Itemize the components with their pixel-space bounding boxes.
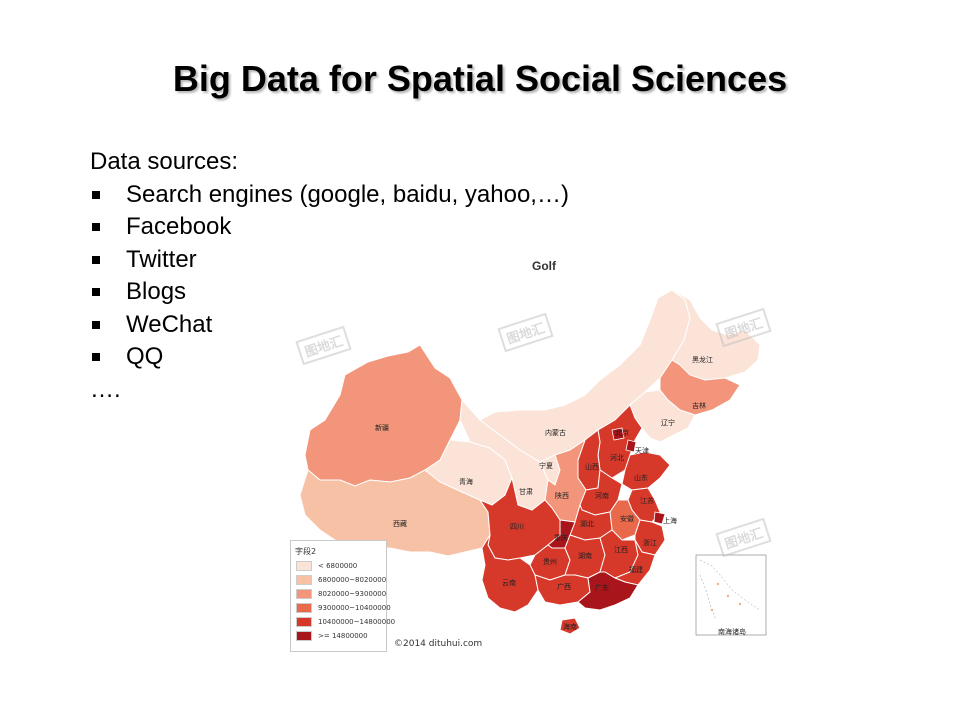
map-legend: 字段2 < 6800000 6800000~8020000 8020000~93… bbox=[290, 540, 395, 652]
bullet-text: QQ bbox=[126, 343, 164, 370]
label-beijing: 北京 bbox=[615, 428, 629, 437]
legend-label: 9300000~10400000 bbox=[318, 604, 391, 612]
legend-swatch bbox=[296, 603, 312, 613]
legend-label: 6800000~8020000 bbox=[318, 576, 387, 584]
label-liaoning: 辽宁 bbox=[661, 418, 675, 427]
label-sichuan: 四川 bbox=[510, 523, 524, 531]
legend-item: 10400000~14800000 bbox=[296, 617, 395, 627]
square-bullet-icon bbox=[92, 320, 100, 329]
label-guangxi: 广西 bbox=[557, 582, 571, 591]
legend-label: < 6800000 bbox=[318, 562, 358, 570]
ellipsis-text: …. bbox=[90, 375, 121, 403]
label-jilin: 吉林 bbox=[692, 401, 706, 410]
label-hubei: 湖北 bbox=[580, 519, 594, 528]
bullet-item: QQ bbox=[90, 341, 569, 374]
bullet-item: Facebook bbox=[90, 211, 569, 244]
province-tianjin bbox=[625, 439, 637, 453]
legend-swatch bbox=[296, 575, 312, 585]
label-zhejiang: 浙江 bbox=[643, 538, 657, 547]
label-shandong: 山东 bbox=[634, 473, 648, 482]
legend-item: 8020000~9300000 bbox=[296, 589, 386, 599]
label-nanhai: 南海诸岛 bbox=[718, 627, 746, 636]
bullet-item: Twitter bbox=[90, 244, 569, 277]
bullet-text: Facebook bbox=[126, 213, 232, 240]
label-anhui: 安徽 bbox=[620, 514, 634, 523]
label-chongqing: 重庆 bbox=[554, 533, 568, 542]
square-bullet-icon bbox=[92, 288, 100, 296]
intro-text: Data sources: bbox=[90, 148, 239, 175]
bullet-text: Twitter bbox=[126, 245, 197, 273]
label-neimenggu: 内蒙古 bbox=[545, 428, 566, 437]
legend-title: 字段2 bbox=[295, 547, 317, 556]
label-guangdong: 广东 bbox=[595, 583, 609, 592]
legend-swatch bbox=[296, 631, 312, 641]
province-guangdong bbox=[577, 571, 639, 611]
label-shaanxi: 陕西 bbox=[555, 491, 569, 500]
legend-item: 9300000~10400000 bbox=[296, 603, 391, 613]
label-henan: 河南 bbox=[595, 491, 609, 500]
bullet-item: Blogs bbox=[90, 276, 569, 309]
label-heilongjiang: 黑龙江 bbox=[692, 355, 713, 364]
label-gansu: 甘肃 bbox=[519, 487, 533, 496]
map-title: Golf bbox=[532, 259, 556, 273]
bullet-item: Search engines (google, baidu, yahoo,…) bbox=[90, 179, 569, 212]
legend-item: 6800000~8020000 bbox=[296, 575, 386, 585]
province-heilongjiang bbox=[671, 289, 761, 381]
label-jiangxi: 江西 bbox=[614, 546, 628, 554]
label-xinjiang: 新疆 bbox=[375, 423, 389, 432]
bullet-text: Blogs bbox=[126, 278, 187, 305]
label-fujian: 福建 bbox=[629, 565, 643, 574]
label-xizang: 西藏 bbox=[393, 519, 407, 528]
province-hainan bbox=[559, 617, 581, 635]
slide-title: Big Data for Spatial Social Sciences bbox=[172, 58, 788, 99]
legend-swatch bbox=[296, 561, 312, 571]
label-tianjin: 天津 bbox=[635, 447, 649, 455]
province-beijing bbox=[611, 427, 625, 441]
legend-label: >= 14800000 bbox=[318, 632, 368, 640]
legend-label: 8020000~9300000 bbox=[318, 590, 387, 598]
legend-item: < 6800000 bbox=[296, 561, 357, 571]
label-shanghai: 上海 bbox=[663, 516, 677, 525]
label-hunan: 湖南 bbox=[578, 551, 592, 560]
legend-swatch bbox=[296, 589, 312, 599]
label-hainan: 海南 bbox=[563, 622, 577, 631]
square-bullet-icon bbox=[92, 353, 100, 361]
province-shanghai bbox=[653, 511, 666, 525]
province-shandong bbox=[621, 451, 671, 491]
label-ningxia: 宁夏 bbox=[539, 461, 553, 470]
square-bullet-icon bbox=[92, 223, 100, 231]
label-yunnan: 云南 bbox=[502, 578, 516, 587]
label-guizhou: 贵州 bbox=[543, 557, 557, 566]
map-credit: ©2014 dituhui.com bbox=[394, 639, 483, 649]
square-bullet-icon bbox=[92, 190, 100, 199]
label-jiangsu: 江苏 bbox=[640, 496, 654, 505]
bullet-text: Search engines (google, baidu, yahoo,…) bbox=[126, 180, 569, 208]
label-qinghai: 青海 bbox=[459, 477, 473, 486]
province-yunnan bbox=[481, 534, 539, 613]
bullet-text: WeChat bbox=[126, 310, 213, 338]
bullet-item: WeChat bbox=[90, 309, 569, 342]
label-hebei: 河北 bbox=[610, 454, 624, 462]
legend-label: 10400000~14800000 bbox=[318, 618, 396, 626]
china-choropleth-map: 新疆 西藏 青海 甘肃 内蒙古 宁夏 黑龙江 吉林 辽宁 北京 天津 河北 山西… bbox=[299, 289, 767, 636]
square-bullet-icon bbox=[92, 255, 100, 264]
legend-item: >= 14800000 bbox=[296, 631, 368, 641]
bullet-list: Data sources: Search engines (google, ba… bbox=[90, 146, 569, 406]
south-sea-inset bbox=[695, 554, 767, 636]
label-shanxi: 山西 bbox=[585, 462, 599, 471]
legend-swatch bbox=[296, 617, 312, 627]
